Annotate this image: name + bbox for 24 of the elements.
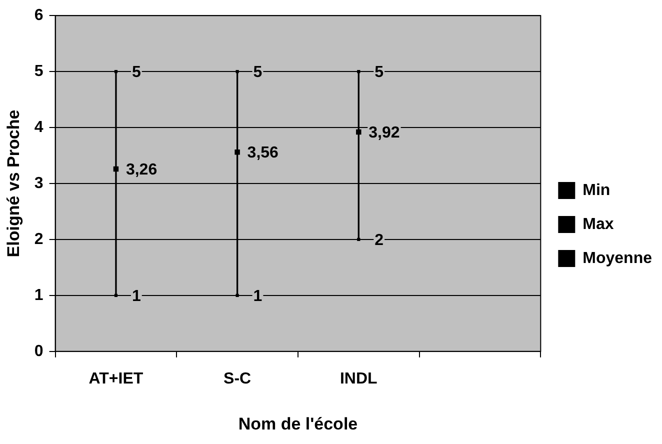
y-tick-label: 5 [34, 62, 44, 80]
data-label: 2 [374, 232, 384, 249]
data-label: 1 [253, 288, 262, 305]
legend-label: Moyenne [582, 250, 652, 267]
y-tick-label: 0 [34, 342, 44, 360]
legend-label: Max [582, 216, 614, 233]
x-tick-label: INDL [340, 370, 378, 388]
data-label: 1 [132, 288, 141, 305]
x-tick-label: AT+IET [88, 370, 144, 388]
y-axis-title: Eloigné vs Proche [4, 110, 23, 258]
y-tick-label: 2 [34, 230, 44, 248]
data-label: 5 [253, 64, 262, 81]
y-tick-label: 1 [34, 286, 44, 304]
legend-label: Min [582, 182, 610, 199]
data-label: 5 [374, 64, 384, 81]
data-label: 3,92 [368, 124, 400, 142]
y-tick-label: 3 [34, 174, 44, 192]
x-axis-title: Nom de l'école [238, 414, 358, 434]
x-tick-label: S-C [224, 370, 252, 388]
data-label: 5 [132, 64, 141, 81]
data-label: 3,26 [126, 161, 158, 178]
y-tick-label: 6 [34, 7, 44, 24]
data-label: 3,56 [247, 144, 279, 162]
y-tick-label: 4 [34, 118, 44, 136]
